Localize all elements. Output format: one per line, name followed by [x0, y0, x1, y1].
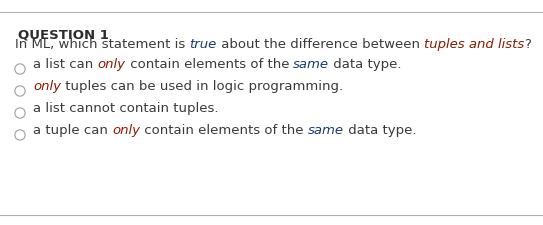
Text: QUESTION 1: QUESTION 1 — [18, 29, 109, 42]
Text: a list can: a list can — [33, 58, 98, 71]
Text: data type.: data type. — [344, 124, 416, 136]
Text: only: only — [33, 80, 61, 93]
Text: true: true — [190, 38, 217, 51]
Text: data type.: data type. — [329, 58, 402, 71]
Text: a tuple can: a tuple can — [33, 124, 112, 136]
Text: a list cannot contain tuples.: a list cannot contain tuples. — [33, 101, 218, 115]
Text: contain elements of the: contain elements of the — [140, 124, 308, 136]
Point — [16, 90, 24, 93]
Text: ?: ? — [524, 38, 531, 51]
Text: tuples can be used in logic programming.: tuples can be used in logic programming. — [61, 80, 343, 93]
Text: only: only — [112, 124, 140, 136]
Text: same: same — [308, 124, 344, 136]
Text: tuples and lists: tuples and lists — [424, 38, 524, 51]
Text: only: only — [98, 58, 125, 71]
Text: same: same — [293, 58, 329, 71]
Text: contain elements of the: contain elements of the — [125, 58, 293, 71]
Point — [16, 112, 24, 115]
Text: In ML, which statement is: In ML, which statement is — [15, 38, 190, 51]
Point — [16, 134, 24, 137]
Point — [16, 68, 24, 72]
Text: about the difference between: about the difference between — [217, 38, 424, 51]
